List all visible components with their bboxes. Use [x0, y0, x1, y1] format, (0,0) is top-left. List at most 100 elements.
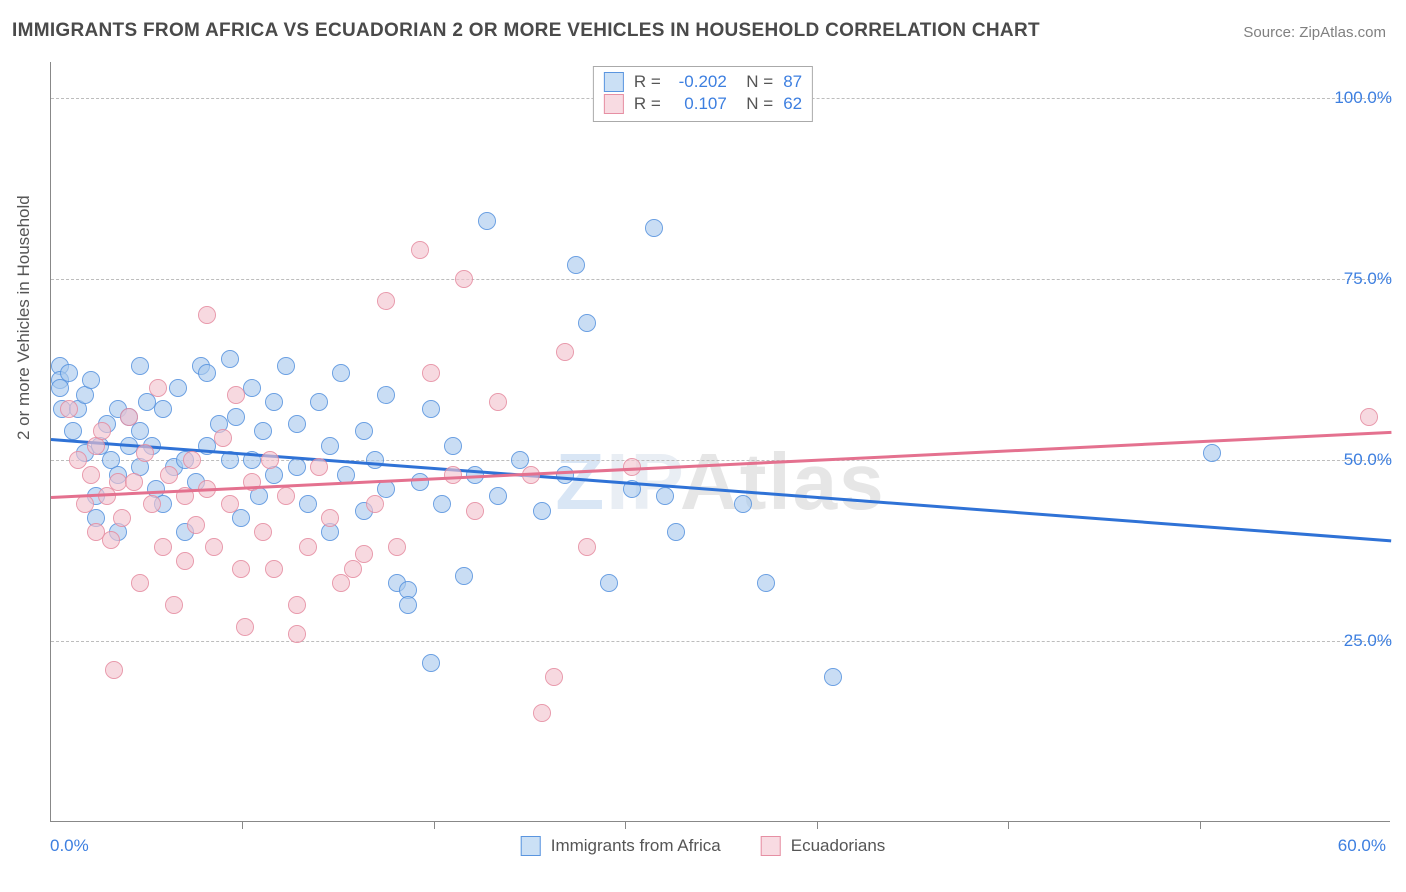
data-point-africa — [422, 654, 440, 672]
chart-title: IMMIGRANTS FROM AFRICA VS ECUADORIAN 2 O… — [12, 20, 1040, 42]
data-point-ecuador — [288, 625, 306, 643]
data-point-ecuador — [277, 487, 295, 505]
data-point-ecuador — [265, 560, 283, 578]
data-point-ecuador — [556, 343, 574, 361]
stats-row-ecuador: R =0.107 N =62 — [604, 93, 802, 115]
data-point-africa — [411, 473, 429, 491]
x-tick — [242, 821, 243, 829]
plot-area: ZIPAtlas — [50, 62, 1390, 822]
data-point-ecuador — [261, 451, 279, 469]
data-point-africa — [154, 400, 172, 418]
data-point-ecuador — [143, 495, 161, 513]
data-point-africa — [1203, 444, 1221, 462]
data-point-ecuador — [344, 560, 362, 578]
data-point-africa — [478, 212, 496, 230]
data-point-africa — [310, 393, 328, 411]
legend-item-ecuador: Ecuadorians — [761, 836, 886, 856]
data-point-ecuador — [321, 509, 339, 527]
data-point-ecuador — [69, 451, 87, 469]
x-tick — [817, 821, 818, 829]
data-point-africa — [288, 458, 306, 476]
data-point-africa — [824, 668, 842, 686]
stats-n-value: 62 — [783, 93, 802, 115]
data-point-africa — [656, 487, 674, 505]
data-point-ecuador — [125, 473, 143, 491]
data-point-africa — [254, 422, 272, 440]
data-point-africa — [321, 437, 339, 455]
data-point-africa — [600, 574, 618, 592]
y-tick-label: 50.0% — [1344, 450, 1392, 470]
data-point-ecuador — [254, 523, 272, 541]
data-point-ecuador — [76, 495, 94, 513]
legend-item-africa: Immigrants from Africa — [521, 836, 721, 856]
data-point-ecuador — [578, 538, 596, 556]
data-point-ecuador — [120, 408, 138, 426]
data-point-ecuador — [105, 661, 123, 679]
data-point-ecuador — [299, 538, 317, 556]
data-point-africa — [757, 574, 775, 592]
x-tick — [434, 821, 435, 829]
x-min-label: 0.0% — [50, 836, 89, 856]
data-point-ecuador — [444, 466, 462, 484]
stats-r-label: R = — [634, 71, 661, 93]
data-point-ecuador — [332, 574, 350, 592]
data-point-africa — [533, 502, 551, 520]
x-max-label: 60.0% — [1338, 836, 1386, 856]
data-point-africa — [221, 350, 239, 368]
y-tick-label: 100.0% — [1334, 88, 1392, 108]
data-point-ecuador — [214, 429, 232, 447]
data-point-africa — [433, 495, 451, 513]
stats-r-label: R = — [634, 93, 661, 115]
data-point-africa — [265, 393, 283, 411]
data-point-africa — [60, 364, 78, 382]
data-point-africa — [299, 495, 317, 513]
data-point-ecuador — [154, 538, 172, 556]
data-point-africa — [377, 386, 395, 404]
data-point-ecuador — [236, 618, 254, 636]
data-point-ecuador — [102, 531, 120, 549]
data-point-africa — [131, 357, 149, 375]
data-point-ecuador — [98, 487, 116, 505]
stats-n-label: N = — [737, 71, 773, 93]
source-credit: Source: ZipAtlas.com — [1243, 24, 1386, 41]
data-point-ecuador — [60, 400, 78, 418]
data-point-ecuador — [377, 292, 395, 310]
data-point-africa — [444, 437, 462, 455]
x-tick — [1008, 821, 1009, 829]
data-point-ecuador — [411, 241, 429, 259]
legend-swatch — [761, 836, 781, 856]
source-link[interactable]: ZipAtlas.com — [1299, 24, 1386, 41]
data-point-ecuador — [131, 574, 149, 592]
x-tick — [625, 821, 626, 829]
data-point-africa — [243, 379, 261, 397]
data-point-ecuador — [149, 379, 167, 397]
data-point-africa — [64, 422, 82, 440]
data-point-ecuador — [165, 596, 183, 614]
data-point-africa — [288, 415, 306, 433]
data-point-africa — [734, 495, 752, 513]
chart-frame: IMMIGRANTS FROM AFRICA VS ECUADORIAN 2 O… — [0, 0, 1406, 892]
data-point-ecuador — [221, 495, 239, 513]
data-point-africa — [489, 487, 507, 505]
stats-legend: R =-0.202 N =87R =0.107 N =62 — [593, 66, 813, 122]
data-point-africa — [332, 364, 350, 382]
data-point-africa — [277, 357, 295, 375]
y-tick-label: 75.0% — [1344, 269, 1392, 289]
data-point-ecuador — [82, 466, 100, 484]
data-point-ecuador — [227, 386, 245, 404]
data-point-africa — [422, 400, 440, 418]
data-point-ecuador — [93, 422, 111, 440]
x-tick — [1200, 821, 1201, 829]
data-point-ecuador — [455, 270, 473, 288]
data-point-ecuador — [176, 552, 194, 570]
stats-r-value: -0.202 — [671, 71, 727, 93]
legend-label: Ecuadorians — [791, 836, 886, 856]
data-point-ecuador — [187, 516, 205, 534]
data-point-ecuador — [366, 495, 384, 513]
data-point-ecuador — [545, 668, 563, 686]
data-point-ecuador — [355, 545, 373, 563]
data-point-ecuador — [136, 444, 154, 462]
data-point-africa — [232, 509, 250, 527]
data-point-africa — [399, 596, 417, 614]
gridline — [51, 279, 1390, 280]
